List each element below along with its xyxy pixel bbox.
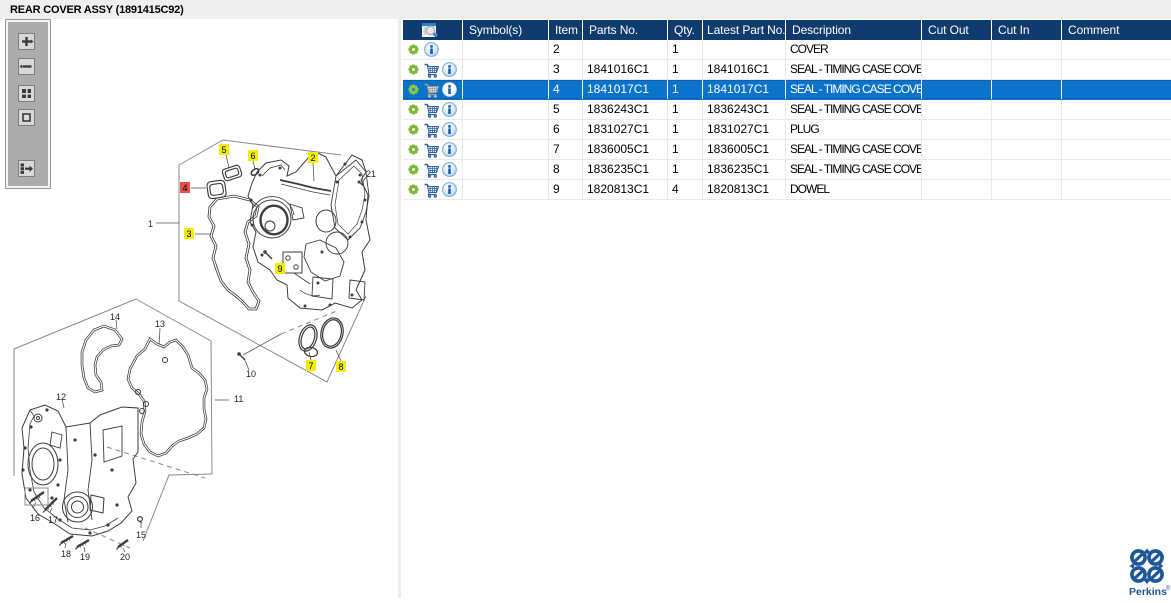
svg-text:18: 18 <box>61 549 71 559</box>
svg-text:10: 10 <box>246 369 256 379</box>
svg-text:19: 19 <box>80 552 90 562</box>
svg-text:20: 20 <box>120 552 130 562</box>
svg-text:9: 9 <box>278 264 283 274</box>
svg-text:15: 15 <box>136 530 146 540</box>
svg-text:16: 16 <box>30 513 40 523</box>
svg-text:5: 5 <box>222 145 227 155</box>
svg-text:®: ® <box>1166 585 1171 592</box>
svg-text:4: 4 <box>183 183 188 193</box>
svg-text:6: 6 <box>251 151 256 161</box>
svg-text:17: 17 <box>48 515 58 525</box>
svg-text:11: 11 <box>234 394 243 404</box>
svg-text:8: 8 <box>339 362 344 372</box>
svg-text:3: 3 <box>187 229 192 239</box>
svg-text:1: 1 <box>148 219 153 229</box>
svg-text:7: 7 <box>309 361 314 371</box>
svg-text:12: 12 <box>56 392 66 402</box>
svg-text:Perkins: Perkins <box>1129 586 1167 598</box>
svg-text:13: 13 <box>155 319 165 329</box>
svg-text:2: 2 <box>311 153 316 163</box>
svg-text:21: 21 <box>366 169 376 179</box>
svg-text:14: 14 <box>110 312 120 322</box>
